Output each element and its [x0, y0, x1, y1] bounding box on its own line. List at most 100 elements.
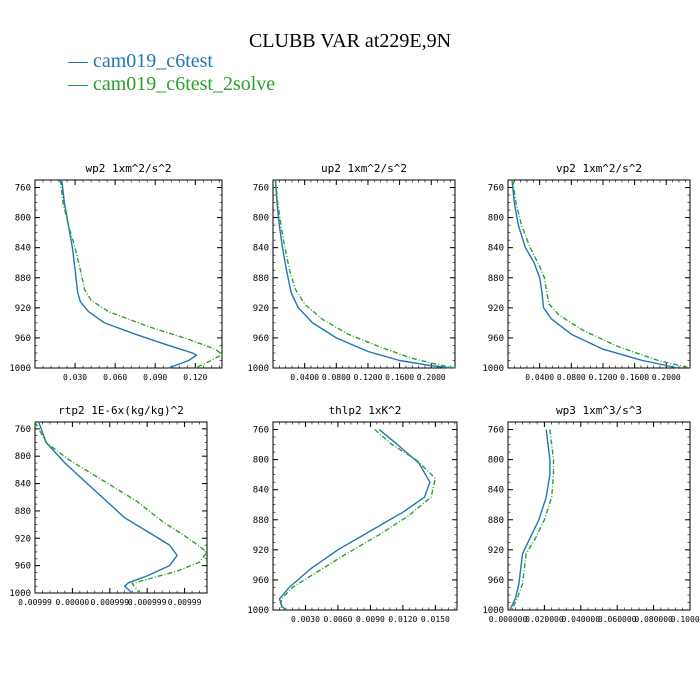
- x-tick-label: 0.100000: [671, 615, 700, 624]
- y-tick-label: 760: [15, 425, 31, 435]
- y-tick-label: 1000: [482, 364, 504, 374]
- plot-frame: [272, 179, 456, 369]
- x-tick-label: 0.0150: [421, 615, 450, 624]
- y-tick-label: 760: [253, 184, 269, 194]
- y-tick-label: 1000: [482, 606, 504, 616]
- y-tick-label: 1000: [247, 364, 269, 374]
- series-line-c6test: [38, 421, 178, 594]
- y-tick-label: 920: [15, 304, 31, 314]
- y-tick-label: 840: [253, 486, 269, 496]
- y-tick-label: 840: [15, 480, 31, 490]
- x-tick-label: 0.0030: [291, 615, 320, 624]
- chart-panel-6: wp3 1xm^3/s^3 760 800 840 880 920 960 10000.000…: [482, 404, 700, 624]
- x-tick-label: 0.00000: [56, 598, 90, 607]
- chart-panel-3: vp2 1xm^2/s^2 760 800 840 880 920 960 1000 0.040…: [482, 162, 691, 382]
- series-line-c6test-2solve: [512, 179, 691, 369]
- x-tick-label: 0.0800: [557, 373, 586, 382]
- y-tick-label: 960: [15, 562, 31, 572]
- chart-panel-1: wp2 1xm^2/s^2 760 800 840 880 920 960 1000 0.030…: [9, 162, 223, 382]
- y-tick-label: 880: [15, 274, 31, 284]
- chart-title: vp2 1xm^2/s^2: [556, 162, 642, 175]
- legend-label-c6test: cam019_c6test: [93, 50, 213, 72]
- y-tick-label: 840: [15, 244, 31, 254]
- page-title: CLUBB VAR at229E,9N: [248, 30, 452, 52]
- series-line-c6test: [274, 179, 452, 369]
- x-tick-label: 0.1200: [354, 373, 383, 382]
- x-tick-label: 0.1200: [589, 373, 618, 382]
- y-tick-label: 920: [488, 546, 504, 556]
- x-tick-label: 0.0090: [356, 615, 385, 624]
- y-tick-label: 1000: [9, 589, 31, 599]
- y-tick-label: 920: [488, 304, 504, 314]
- plot-frame: [507, 421, 691, 611]
- y-tick-label: 800: [15, 452, 31, 462]
- y-tick-label: 960: [253, 334, 269, 344]
- series-line-c6test: [61, 179, 198, 369]
- chart-panel-2: up2 1xm^2/s^2 760 800 840 880 920 960 1000 0.040…: [247, 162, 456, 382]
- y-tick-label: 960: [488, 334, 504, 344]
- plot-frame: [507, 179, 691, 369]
- y-tick-label: 1000: [9, 364, 31, 374]
- x-tick-label: 0.0120: [388, 615, 417, 624]
- y-tick-label: 880: [253, 516, 269, 526]
- series-line-c6test-2solve: [279, 428, 437, 611]
- chart-title: thlp2 1xK^2: [329, 404, 402, 417]
- x-tick-label: 0.060000: [598, 615, 637, 624]
- legend-item-c6test-2solve: — cam019_c6test_2solve: [68, 73, 276, 95]
- x-tick-label: 0.1600: [620, 373, 649, 382]
- y-tick-label: 760: [253, 426, 269, 436]
- x-tick-label: 0.040000: [562, 615, 601, 624]
- x-tick-label: 0.0800: [322, 373, 351, 382]
- y-tick-label: 800: [488, 456, 504, 466]
- y-tick-label: 1000: [247, 606, 269, 616]
- x-tick-label: 0.0400: [525, 373, 554, 382]
- series-line-c6test-2solve: [34, 421, 208, 594]
- x-tick-label: 0.0400: [290, 373, 319, 382]
- y-tick-label: 920: [15, 534, 31, 544]
- x-tick-label: 0.000999: [91, 598, 130, 607]
- x-tick-label: 0.060: [103, 373, 127, 382]
- y-tick-label: 800: [253, 214, 269, 224]
- y-tick-label: 960: [488, 576, 504, 586]
- x-tick-label: 0.080000: [634, 615, 673, 624]
- x-tick-label: 0.090: [143, 373, 167, 382]
- y-tick-label: 840: [488, 244, 504, 254]
- legend-label-c6test-2solve: cam019_c6test_2solve: [93, 73, 276, 95]
- y-tick-label: 880: [488, 516, 504, 526]
- x-tick-label: 0.000000: [489, 615, 528, 624]
- plot-frame: [272, 421, 458, 611]
- series-line-c6test-2solve: [510, 429, 555, 611]
- series-line-c6test-2solve: [274, 179, 456, 369]
- x-tick-label: 0.00999: [18, 598, 52, 607]
- y-tick-label: 760: [15, 184, 31, 194]
- y-tick-label: 840: [488, 486, 504, 496]
- chart-title: rtp2 1E-6x(kg/kg)^2: [58, 404, 184, 417]
- y-tick-label: 760: [488, 426, 504, 436]
- x-tick-label: 0.000999: [128, 598, 167, 607]
- y-tick-label: 760: [488, 184, 504, 194]
- y-tick-label: 880: [253, 274, 269, 284]
- x-tick-label: 0.0060: [323, 615, 352, 624]
- y-tick-label: 800: [15, 214, 31, 224]
- y-tick-label: 840: [253, 244, 269, 254]
- series-line-c6test: [509, 429, 551, 611]
- y-tick-label: 960: [15, 334, 31, 344]
- chart-title: up2 1xm^2/s^2: [321, 162, 407, 175]
- y-tick-label: 920: [253, 546, 269, 556]
- plot-frame: [34, 421, 208, 594]
- chart-title: wp3 1xm^3/s^3: [556, 404, 642, 417]
- y-tick-label: 800: [488, 214, 504, 224]
- x-tick-label: 0.120: [183, 373, 207, 382]
- chart-panel-4: rtp2 1E-6x(kg/kg)^2 760 800 840 880 920 960 100…: [9, 404, 208, 607]
- series-line-c6test: [278, 428, 431, 611]
- x-tick-label: 0.2000: [417, 373, 446, 382]
- series-line-c6test-2solve: [59, 179, 223, 369]
- x-tick-label: 0.030: [63, 373, 87, 382]
- plot-frame: [34, 179, 223, 369]
- y-tick-label: 920: [253, 304, 269, 314]
- x-tick-label: 0.020000: [525, 615, 564, 624]
- x-tick-label: 0.1600: [385, 373, 414, 382]
- legend-item-c6test: — cam019_c6test: [68, 50, 213, 72]
